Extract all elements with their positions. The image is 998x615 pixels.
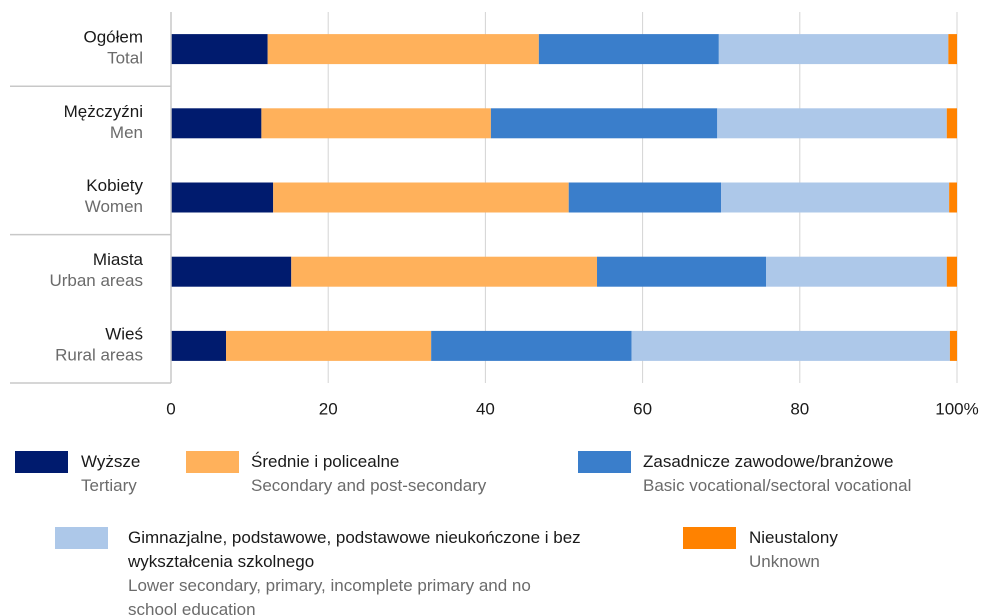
bar-segment (949, 182, 957, 213)
bar-segment (171, 330, 227, 361)
legend-label: Gimnazjalne, podstawowe, podstawowe nieu… (128, 528, 581, 571)
x-tick-label: 60 (633, 399, 652, 418)
legend-label: Nieustalony (749, 528, 838, 547)
chart: 0 20 40 60 80 100% Ogółem Total Mężczyźni Men Kobi… (10, 12, 979, 418)
bar-segment (273, 182, 569, 213)
bar-segment (171, 34, 268, 65)
legend-subtitle: Tertiary (81, 476, 137, 495)
bar-segment (431, 330, 632, 361)
category-label: Ogółem (83, 28, 143, 47)
legend-item: Gimnazjalne, podstawowe, podstawowe nieu… (128, 526, 668, 615)
x-tick-label: 100% (935, 399, 978, 418)
category-subtitle: Urban areas (49, 271, 143, 290)
legend-item: Wyższe Tertiary (81, 450, 381, 498)
bar-segment (171, 256, 292, 287)
category-label: Miasta (93, 250, 144, 269)
legend-label: Zasadnicze zawodowe/branżowe (643, 452, 894, 471)
bar-segment (171, 108, 262, 139)
bar-segment (631, 330, 950, 361)
x-tick-label: 0 (166, 399, 175, 418)
bar-segment (261, 108, 491, 139)
legend-subtitle: Lower secondary, primary, incomplete pri… (128, 576, 531, 615)
legend-subtitle: Basic vocational/sectoral vocational (643, 476, 912, 495)
legend-swatch (55, 527, 108, 549)
bar-segment (267, 34, 539, 65)
legend-subtitle: Unknown (749, 552, 820, 571)
bar-segment (171, 182, 274, 213)
bar-segment (226, 330, 432, 361)
bar-segment (597, 256, 767, 287)
bar-segment (568, 182, 722, 213)
bar-segment (766, 256, 947, 287)
bar-segment (721, 182, 950, 213)
bar-segment (718, 34, 949, 65)
legend-item: Nieustalony Unknown (749, 526, 989, 574)
legend-swatch (186, 451, 239, 473)
bar-segment (291, 256, 598, 287)
x-tick-label: 80 (790, 399, 809, 418)
bar-segment (946, 256, 957, 287)
legend-swatch (15, 451, 68, 473)
category-label: Wieś (105, 324, 143, 343)
bar-segment (490, 108, 718, 139)
category-subtitle: Men (110, 123, 143, 142)
bar-segment (717, 108, 947, 139)
legend-label: Średnie i policealne (251, 452, 400, 471)
legend-swatch (578, 451, 631, 473)
category-subtitle: Rural areas (55, 345, 143, 364)
legend-label: Wyższe (81, 452, 141, 471)
legend-swatch (683, 527, 736, 549)
category-label: Mężczyźni (64, 102, 143, 121)
bar-segment (948, 34, 957, 65)
legend-subtitle: Secondary and post-secondary (251, 476, 487, 495)
legend-item: Średnie i policealne Secondary and post-s… (251, 450, 571, 498)
x-tick-label: 40 (476, 399, 495, 418)
category-subtitle: Women (85, 197, 143, 216)
x-tick-label: 20 (319, 399, 338, 418)
category-label: Kobiety (86, 176, 143, 195)
category-subtitle: Total (107, 49, 143, 68)
bar-segment (946, 108, 957, 139)
bar-segment (949, 330, 957, 361)
bar-segment (538, 34, 719, 65)
legend-item: Zasadnicze zawodowe/branżowe Basic vocati… (643, 450, 998, 498)
